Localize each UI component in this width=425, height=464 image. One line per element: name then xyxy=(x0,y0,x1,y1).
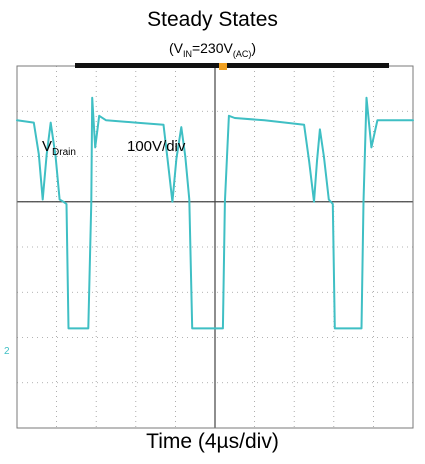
chart-title: Steady States xyxy=(147,8,278,31)
plot-grid xyxy=(16,65,414,429)
scale-annotation: 100V/div xyxy=(127,138,186,155)
chart-subtitle: (VIN=230V(AC)) xyxy=(0,40,425,59)
subtitle-sub-ac: (AC) xyxy=(232,48,252,59)
signal-annotation: VDrain xyxy=(42,138,76,158)
signal-annotation-sub: Drain xyxy=(52,147,76,158)
subtitle-sub-in: IN xyxy=(182,48,192,59)
series-line xyxy=(16,96,414,330)
subtitle-mid: =230V xyxy=(191,40,233,56)
record-bar xyxy=(75,63,389,68)
subtitle-post: ) xyxy=(251,40,257,56)
scope-decorations xyxy=(75,63,389,70)
signal-annotation-main: V xyxy=(42,138,53,155)
subtitle-pre: (V xyxy=(168,40,183,56)
trigger-position-marker xyxy=(219,63,227,70)
x-axis-label: Time (4µs/div) xyxy=(146,430,279,453)
waveform xyxy=(16,96,414,330)
channel-marker: 2 xyxy=(4,346,10,357)
